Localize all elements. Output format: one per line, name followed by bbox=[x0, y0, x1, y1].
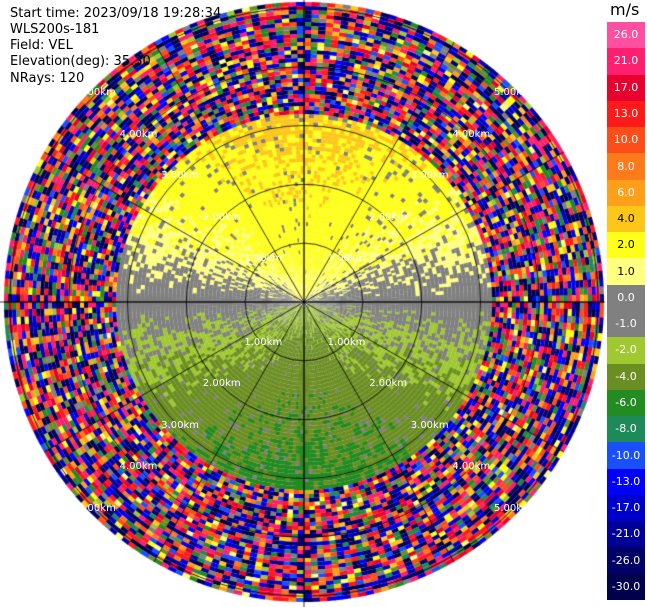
colorbar-tick-label: -10.0 bbox=[611, 448, 641, 462]
range-ring-label: 2.00km bbox=[202, 378, 241, 390]
range-ring-label: 4.00km bbox=[452, 128, 491, 140]
colorbar-tick-label: 17.0 bbox=[613, 80, 639, 94]
colorbar-swatch bbox=[607, 284, 645, 312]
colorbar-tick-label: 26.0 bbox=[613, 28, 639, 42]
range-ring-label: 5.00km bbox=[493, 87, 532, 99]
colorbar-tick-label: 6.0 bbox=[617, 185, 635, 199]
colorbar-swatch bbox=[607, 337, 645, 365]
colorbar-tick-label: 13.0 bbox=[613, 106, 639, 120]
range-ring-label: 5.00km bbox=[78, 87, 116, 99]
range-ring-label: 2.00km bbox=[369, 211, 407, 223]
colorbar-tick-label: 10.0 bbox=[613, 133, 639, 147]
colorbar-swatch bbox=[607, 416, 645, 443]
range-ring-label: 5.00km bbox=[493, 502, 532, 514]
range-ring-label: 3.00km bbox=[410, 419, 449, 431]
colorbar-swatch bbox=[607, 521, 645, 548]
colorbar-tick-label: -4.0 bbox=[615, 369, 637, 383]
colorbar-tick-label: 1.0 bbox=[617, 264, 635, 278]
colorbar-tick-label: -2.0 bbox=[615, 343, 637, 357]
colorbar-swatch bbox=[607, 74, 645, 102]
colorbar-swatch bbox=[607, 442, 645, 470]
colorbar-swatch bbox=[607, 179, 645, 207]
range-ring-label: 4.00km bbox=[119, 128, 158, 140]
colorbar-tick-label: 21.0 bbox=[613, 54, 639, 68]
colorbar-swatch bbox=[607, 573, 645, 601]
colorbar-swatch bbox=[607, 547, 645, 575]
range-ring-label: 1.00km bbox=[327, 253, 366, 265]
colorbar-swatch bbox=[607, 232, 645, 259]
elevation-text: Elevation(deg): 35.30 bbox=[10, 54, 151, 69]
range-ring-label: 1.00km bbox=[327, 336, 366, 348]
range-ring-label: 1.00km bbox=[244, 336, 283, 348]
range-ring-label: 1.00km bbox=[244, 253, 283, 265]
colorbar-swatch bbox=[607, 258, 645, 286]
colorbar-swatch bbox=[607, 100, 645, 128]
instrument-text: WLS200s-181 bbox=[10, 22, 100, 37]
colorbar-swatch bbox=[607, 363, 645, 391]
colorbar-swatch bbox=[607, 389, 645, 417]
range-ring-label: 3.00km bbox=[410, 170, 449, 182]
colorbar-swatch bbox=[607, 205, 645, 233]
nrays-text: NRays: 120 bbox=[10, 71, 85, 86]
range-ring-label: 3.00km bbox=[161, 419, 200, 431]
colorbar-tick-label: -17.0 bbox=[611, 501, 641, 515]
colorbar-swatch bbox=[607, 22, 645, 49]
colorbar-tick-label: -21.0 bbox=[611, 527, 641, 541]
colorbar-tick-label: -13.0 bbox=[611, 474, 641, 488]
colorbar-tick-label: -26.0 bbox=[611, 553, 641, 567]
colorbar-tick-label: 0.0 bbox=[617, 290, 635, 304]
colorbar-swatch bbox=[607, 311, 645, 338]
colorbar-tick-label: 2.0 bbox=[617, 238, 635, 252]
range-ring-label: 2.00km bbox=[369, 378, 407, 390]
colorbar-swatch bbox=[607, 468, 645, 496]
colorbar-swatch bbox=[607, 153, 645, 181]
field-text: Field: VEL bbox=[10, 38, 73, 53]
range-ring-label: 5.00km bbox=[78, 502, 116, 514]
colorbar-swatch bbox=[607, 127, 645, 154]
range-ring-label: 2.00km bbox=[202, 211, 241, 223]
start-time-text: Start time: 2023/09/18 19:28:34 bbox=[10, 6, 222, 21]
colorbar-tick-label: -6.0 bbox=[615, 395, 637, 409]
colorbar-tick-label: -8.0 bbox=[615, 422, 637, 436]
colorbar-unit: m/s bbox=[610, 0, 640, 19]
range-ring-label: 4.00km bbox=[452, 461, 491, 473]
colorbar-tick-label: -30.0 bbox=[611, 579, 641, 593]
colorbar-tick-label: 4.0 bbox=[617, 212, 635, 226]
colorbar-tick-label: 8.0 bbox=[617, 159, 635, 173]
colorbar-tick-label: -1.0 bbox=[615, 317, 637, 331]
range-ring-label: 3.00km bbox=[161, 170, 200, 182]
range-ring-label: 4.00km bbox=[119, 461, 158, 473]
colorbar-swatch bbox=[607, 48, 645, 76]
colorbar-swatch bbox=[607, 494, 645, 522]
